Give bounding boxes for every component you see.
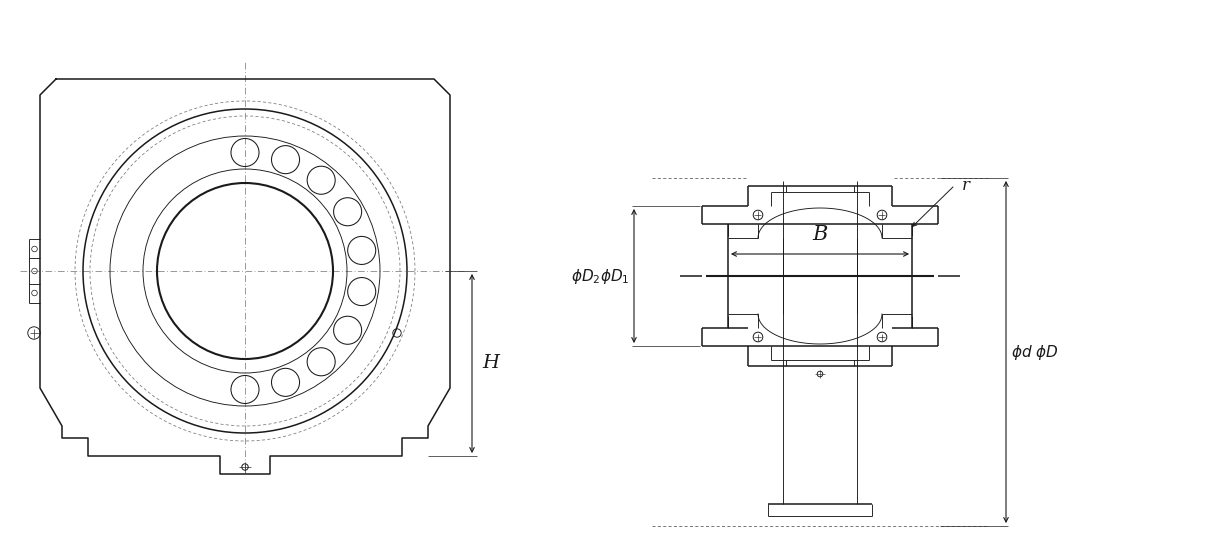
Text: H: H (481, 354, 499, 372)
Text: B: B (812, 225, 828, 244)
Text: r: r (962, 176, 970, 193)
Text: $\phi D_2\phi D_1$: $\phi D_2\phi D_1$ (571, 267, 630, 285)
Text: $\phi d\ \phi D$: $\phi d\ \phi D$ (1011, 343, 1058, 361)
